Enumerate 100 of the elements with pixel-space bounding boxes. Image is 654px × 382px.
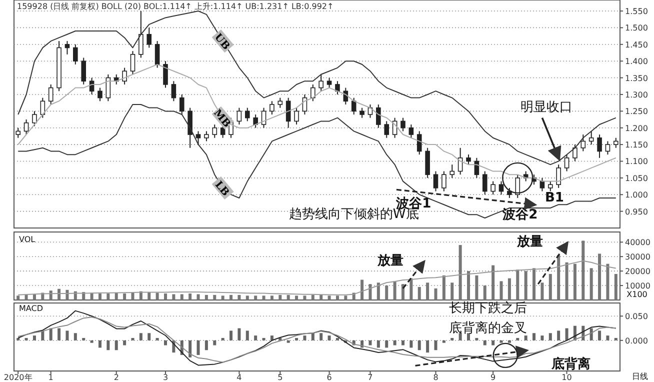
candlestick [360, 107, 364, 118]
bar [540, 282, 544, 300]
annotation: 底背离 [550, 356, 590, 372]
bar [368, 284, 372, 300]
bar [606, 336, 610, 340]
x-tick-label: 2 [114, 373, 119, 382]
bar [458, 333, 462, 340]
bar [295, 296, 298, 300]
bar [418, 286, 421, 300]
x-tick-label: 3 [162, 373, 168, 382]
candlestick [318, 74, 324, 92]
bar [90, 340, 94, 343]
candlestick [171, 80, 176, 102]
bar [532, 333, 536, 340]
candlestick [64, 40, 70, 55]
text: 日线 [632, 372, 648, 381]
candlestick [466, 154, 471, 166]
y-tick-label: 1.000 [625, 190, 648, 200]
bar [139, 333, 142, 340]
bar [246, 330, 249, 340]
bar [254, 296, 258, 300]
annotation: 长期下跌之后 [449, 301, 528, 316]
candlestick [588, 130, 594, 146]
candlestick [286, 97, 291, 128]
y-tick-label: 1.200 [625, 124, 648, 133]
line-series [18, 10, 616, 166]
bar [475, 275, 478, 300]
y-tick-label: 40000 [625, 238, 650, 248]
y-tick-label: 1.400 [625, 57, 648, 66]
bar [483, 340, 486, 346]
x-tick-label: 8 [433, 373, 438, 382]
bar [614, 274, 618, 300]
bar [98, 293, 102, 300]
series-label: LB [212, 179, 231, 198]
y-tick-label: 0.950 [625, 207, 648, 216]
bar [344, 296, 348, 300]
bar [565, 262, 568, 300]
y-tick-label: 0.050 [625, 312, 648, 322]
bar [393, 340, 396, 346]
bar [442, 275, 446, 300]
bar [606, 264, 610, 300]
bar [590, 328, 593, 340]
bar [16, 338, 20, 340]
candlestick [32, 110, 37, 127]
bar [286, 340, 290, 343]
bar [500, 340, 503, 343]
candlestick [81, 57, 86, 85]
bar [467, 333, 470, 340]
bar [320, 294, 323, 300]
bar [286, 294, 290, 300]
bar [426, 282, 430, 300]
bar [598, 330, 602, 340]
bar [213, 340, 216, 346]
candlestick [351, 97, 356, 115]
text: X100 [626, 290, 648, 299]
bar [426, 340, 430, 353]
bar [458, 245, 462, 300]
bar [450, 282, 454, 300]
bar [172, 294, 176, 300]
candlestick [204, 130, 209, 142]
bar [196, 340, 200, 355]
candlestick [556, 164, 561, 188]
annotation: VOL [19, 235, 36, 244]
x-tick-label: 6 [326, 373, 332, 382]
bar [180, 294, 184, 300]
bar [418, 340, 421, 350]
bar [492, 340, 495, 346]
bar [254, 336, 258, 340]
y-tick-label: 1.150 [625, 140, 648, 150]
bar [368, 340, 372, 346]
bar [311, 333, 314, 340]
bar [74, 333, 77, 340]
candlestick [425, 147, 430, 178]
bar [376, 282, 380, 300]
y-tick-label: 1.050 [625, 174, 648, 183]
bar [204, 340, 208, 350]
bar [500, 281, 503, 300]
bar [548, 274, 552, 300]
x-tick-label: 4 [236, 373, 242, 382]
candlestick [122, 67, 127, 85]
candlestick [163, 60, 168, 88]
candlestick [278, 97, 283, 108]
bar [196, 294, 200, 300]
bar [123, 340, 126, 346]
candlestick [416, 130, 422, 156]
bar [442, 340, 446, 343]
y-tick-label: 0.000 [625, 336, 648, 346]
candlestick [384, 120, 390, 138]
candlestick [482, 170, 488, 196]
bar [238, 294, 241, 300]
bar [532, 268, 536, 300]
x-tick-label: 10 [562, 373, 572, 382]
bar [328, 296, 331, 300]
candlestick [490, 180, 496, 196]
bar [311, 294, 314, 300]
candlestick [40, 97, 46, 118]
bar [376, 340, 380, 348]
candlestick [376, 104, 381, 128]
bar [156, 338, 159, 340]
chart-title: 159928 (日线 前复权) BOLL (20) BOL:1.114↑ 上升:1.114↑ UB:1.231↑ LB:0.992↑ [17, 2, 334, 11]
